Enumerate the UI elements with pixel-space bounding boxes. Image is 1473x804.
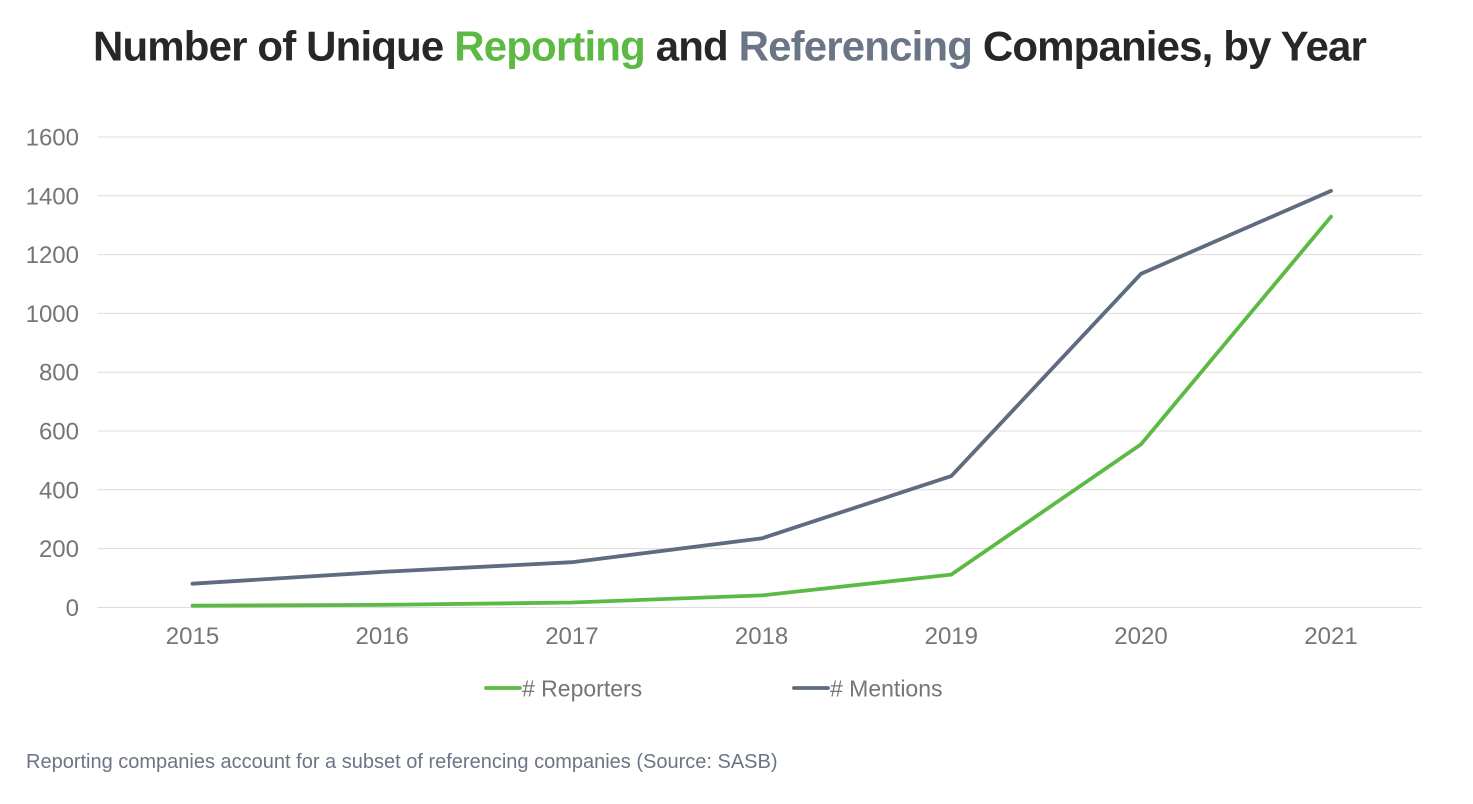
svg-text:200: 200 (39, 536, 79, 563)
svg-text:600: 600 (39, 419, 79, 446)
svg-text:1200: 1200 (26, 242, 79, 269)
svg-text:1000: 1000 (26, 301, 79, 328)
svg-text:1600: 1600 (26, 125, 79, 152)
svg-text:# Mentions: # Mentions (830, 676, 943, 702)
svg-text:400: 400 (39, 477, 79, 504)
svg-text:2019: 2019 (925, 623, 978, 650)
svg-text:Reporting companies account fo: Reporting companies account for a subset… (26, 751, 778, 773)
svg-text:2017: 2017 (545, 623, 598, 650)
svg-text:2020: 2020 (1114, 623, 1167, 650)
svg-text:# Reporters: # Reporters (522, 676, 642, 702)
svg-text:2021: 2021 (1304, 623, 1357, 650)
svg-text:0: 0 (66, 595, 79, 622)
svg-text:1400: 1400 (26, 183, 79, 210)
svg-text:800: 800 (39, 360, 79, 387)
svg-text:Number of Unique Reporting and: Number of Unique Reporting and Referenci… (93, 23, 1366, 70)
svg-text:2018: 2018 (735, 623, 788, 650)
svg-text:2015: 2015 (166, 623, 219, 650)
svg-text:2016: 2016 (356, 623, 409, 650)
